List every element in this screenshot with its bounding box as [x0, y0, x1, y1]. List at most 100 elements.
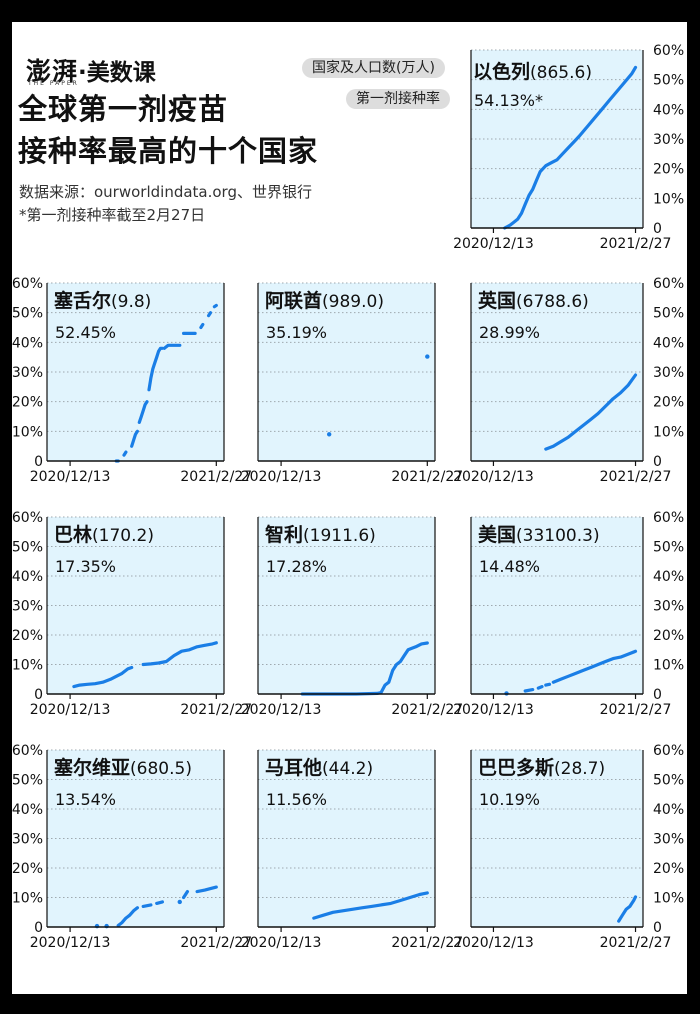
y-tick-label: 50%	[12, 306, 43, 322]
country-population: (865.6)	[530, 63, 592, 83]
country-label: 以色列(865.6)	[473, 60, 592, 83]
y-tick-label: 10%	[653, 424, 684, 440]
x-tick-label: 2021/2/27	[180, 469, 252, 485]
country-label: 英国(6788.6)	[478, 289, 589, 312]
y-tick-label: 10%	[653, 891, 684, 907]
series-line	[147, 346, 164, 392]
y-tick-label: 20%	[653, 628, 684, 644]
brand-logo: 澎湃·美数课	[26, 52, 156, 88]
x-tick-label: 2020/12/13	[453, 469, 534, 485]
country-label: 塞尔维亚(680.5)	[54, 756, 192, 779]
country-name: 阿联酋	[265, 289, 322, 312]
chart-panel-5: 0 10% 20% 30% 40% 50% 60% 2020/12/13 2021/2/27 巴林…	[12, 510, 252, 718]
country-name: 智利	[265, 523, 303, 546]
brand-separator: ·	[78, 60, 87, 86]
chart-panel-10: 0 10% 20% 30% 40% 50% 60% 2020/12/13 2021/2/27 巴巴…	[453, 743, 684, 951]
series-line	[207, 311, 213, 318]
country-population: (9.8)	[111, 292, 151, 312]
y-tick-label: 30%	[653, 365, 684, 381]
vaccination-rate: 35.19%	[266, 323, 327, 342]
brand-tagline: THE PAPER	[28, 80, 79, 87]
chart-panel-1: 0 10% 20% 30% 40% 50% 60% 2020/12/13 2021/2/27 以色…	[453, 43, 684, 252]
country-population: (989.0)	[322, 292, 384, 312]
series-line	[116, 906, 139, 928]
series-line	[195, 885, 218, 894]
y-tick-label: 30%	[12, 832, 43, 848]
x-tick-label: 2021/2/27	[180, 935, 252, 951]
x-tick-label: 2021/2/27	[391, 469, 463, 485]
y-tick-label: 50%	[653, 540, 684, 556]
country-label: 阿联酋(989.0)	[265, 289, 384, 312]
y-tick-label: 20%	[12, 395, 43, 411]
country-population: (680.5)	[130, 759, 192, 779]
country-label: 巴巴多斯(28.7)	[478, 756, 605, 779]
y-tick-label: 10%	[12, 658, 43, 674]
y-tick-label: 60%	[12, 276, 43, 292]
y-tick-label: 0	[34, 920, 43, 936]
vaccination-rate: 17.35%	[55, 557, 116, 576]
series-line	[155, 900, 164, 906]
chart-panel-7: 0 10% 20% 30% 40% 50% 60% 2020/12/13 2021/2/27 美国…	[453, 510, 684, 718]
x-tick-label: 2021/2/27	[600, 469, 672, 485]
country-label: 马耳他(44.2)	[265, 756, 373, 779]
page-title: 全球第一剂疫苗 接种率最高的十个国家	[18, 88, 318, 172]
series-line	[617, 895, 638, 923]
country-population: (28.7)	[554, 759, 605, 779]
y-tick-label: 50%	[12, 540, 43, 556]
y-tick-label: 20%	[653, 861, 684, 877]
chart-panel-6: 2020/12/13 2021/2/27 智利(1911.6) 17.28%	[241, 516, 463, 718]
y-tick-label: 0	[653, 687, 662, 703]
vaccination-rate: 11.56%	[266, 790, 327, 809]
y-tick-label: 10%	[653, 191, 684, 207]
y-tick-label: 10%	[12, 424, 43, 440]
vaccination-rate: 14.48%	[479, 557, 540, 576]
chart-panel-8: 0 10% 20% 30% 40% 50% 60% 2020/12/13 2021/2/27 塞尔…	[12, 743, 252, 951]
country-population: (170.2)	[92, 526, 154, 546]
country-label: 智利(1911.6)	[265, 523, 376, 546]
chart-panel-3: 2020/12/13 2021/2/27 阿联酋(989.0) 35.19%	[241, 282, 463, 485]
source-note: 数据来源：ourworldindata.org、世界银行 *第一剂接种率截至2月…	[19, 181, 312, 227]
y-tick-label: 50%	[653, 73, 684, 89]
brand-logo-mark: 澎湃	[26, 57, 79, 86]
x-tick-label: 2020/12/13	[453, 702, 534, 718]
series-line	[523, 687, 535, 693]
chart-panel-4: 0 10% 20% 30% 40% 50% 60% 2020/12/13 2021/2/27 英国…	[453, 276, 684, 485]
data-point	[177, 899, 182, 905]
y-tick-label: 30%	[653, 599, 684, 615]
series-line	[544, 682, 552, 687]
x-tick-label: 2021/2/27	[391, 702, 463, 718]
page-title-line2: 接种率最高的十个国家	[18, 134, 319, 168]
country-name: 美国	[478, 523, 516, 546]
vaccination-rate: 52.45%	[55, 323, 116, 342]
y-tick-label: 60%	[653, 43, 684, 59]
x-tick-label: 2020/12/13	[453, 935, 534, 951]
series-line	[212, 303, 218, 309]
y-tick-label: 40%	[12, 802, 43, 818]
y-tick-label: 60%	[653, 510, 684, 526]
y-tick-label: 40%	[653, 802, 684, 818]
y-tick-label: 40%	[653, 335, 684, 351]
country-name: 巴林	[54, 523, 92, 546]
vaccination-rate: 17.28%	[266, 557, 327, 576]
series-line	[162, 343, 182, 350]
x-tick-label: 2020/12/13	[241, 702, 322, 718]
series-line	[312, 891, 429, 920]
y-tick-label: 0	[653, 920, 662, 936]
y-tick-label: 0	[653, 454, 662, 470]
vaccination-rate: 54.13%*	[474, 91, 543, 110]
series-line	[182, 889, 189, 900]
y-tick-label: 30%	[653, 832, 684, 848]
country-name: 巴巴多斯	[478, 756, 554, 779]
y-tick-label: 60%	[12, 510, 43, 526]
country-label: 塞舌尔(9.8)	[54, 289, 151, 312]
x-tick-label: 2020/12/13	[453, 236, 534, 252]
y-tick-label: 50%	[653, 306, 684, 322]
country-name: 马耳他	[265, 756, 322, 779]
y-tick-label: 60%	[653, 743, 684, 759]
page-title-line1: 全球第一剂疫苗	[18, 92, 229, 126]
y-tick-label: 40%	[653, 102, 684, 118]
y-tick-label: 60%	[653, 276, 684, 292]
country-population: (33100.3)	[516, 526, 600, 546]
series-line	[137, 400, 149, 424]
y-tick-label: 50%	[653, 773, 684, 789]
